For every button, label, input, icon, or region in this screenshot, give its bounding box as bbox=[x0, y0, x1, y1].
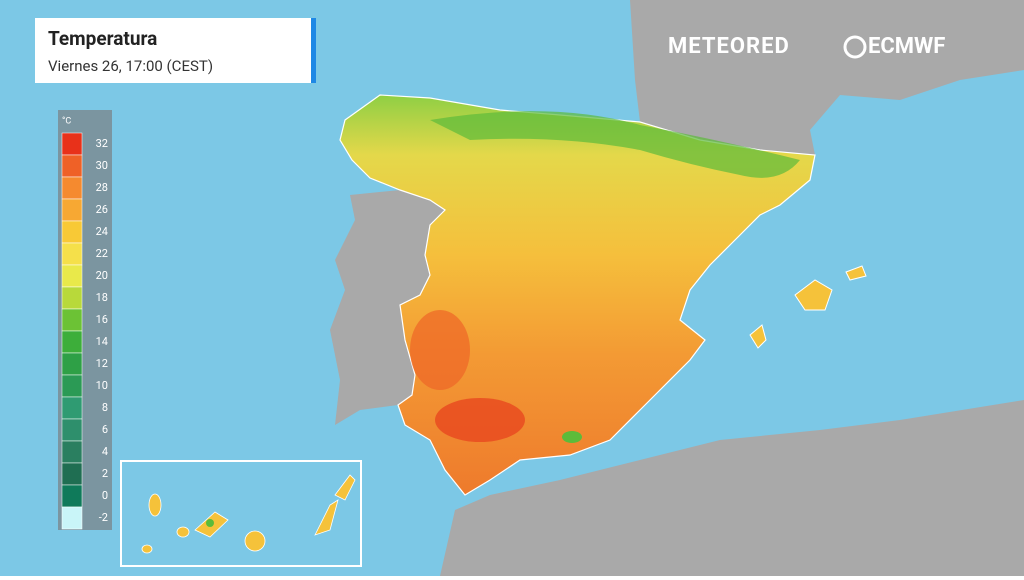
legend-label: 32 bbox=[96, 137, 108, 150]
logo-ecmwf-mark bbox=[843, 35, 867, 59]
legend-swatch bbox=[61, 264, 83, 288]
legend-swatch bbox=[61, 154, 83, 178]
portugal bbox=[330, 190, 445, 425]
legend-label: 8 bbox=[102, 401, 108, 414]
legend-swatch bbox=[61, 506, 83, 530]
legend-swatch bbox=[61, 308, 83, 332]
legend-label: 28 bbox=[96, 181, 108, 194]
legend-label: 22 bbox=[96, 247, 108, 260]
legend-swatch bbox=[61, 418, 83, 442]
legend-label: 6 bbox=[102, 423, 108, 436]
legend-label: -2 bbox=[99, 511, 108, 524]
legend-label: 26 bbox=[96, 203, 108, 216]
spain bbox=[339, 94, 816, 496]
legend-label: 4 bbox=[102, 445, 108, 458]
mallorca bbox=[794, 279, 833, 311]
legend-swatch bbox=[61, 374, 83, 398]
legend-swatch bbox=[61, 396, 83, 420]
title-box bbox=[35, 18, 315, 83]
legend-swatch bbox=[61, 242, 83, 266]
legend-swatch bbox=[61, 330, 83, 354]
legend-swatch bbox=[61, 286, 83, 310]
title-accent bbox=[311, 18, 316, 83]
legend-label: 14 bbox=[96, 335, 108, 348]
france bbox=[630, 0, 1024, 155]
logo-ecmwf: ECMWF bbox=[868, 34, 945, 59]
legend-label: 24 bbox=[96, 225, 108, 238]
title: Temperatura bbox=[48, 27, 157, 50]
legend-label: 2 bbox=[102, 467, 108, 480]
legend-swatch bbox=[61, 352, 83, 376]
teide bbox=[206, 519, 214, 527]
legend-swatch bbox=[61, 220, 83, 244]
cool-spot bbox=[562, 431, 582, 443]
canary-inset bbox=[120, 460, 362, 567]
legend-swatch bbox=[61, 462, 83, 486]
legend-label: 16 bbox=[96, 313, 108, 326]
legend-label: 0 bbox=[102, 489, 108, 502]
legend-swatch bbox=[61, 132, 83, 156]
legend-swatch bbox=[61, 198, 83, 222]
hot-area bbox=[435, 398, 525, 442]
legend-unit: °C bbox=[62, 116, 71, 126]
ibiza bbox=[749, 324, 767, 349]
subtitle: Viernes 26, 17:00 (CEST) bbox=[48, 57, 213, 75]
africa bbox=[440, 400, 1024, 576]
legend-swatch bbox=[61, 484, 83, 508]
menorca bbox=[845, 265, 867, 281]
legend-label: 12 bbox=[96, 357, 108, 370]
legend-swatch bbox=[61, 440, 83, 464]
legend-swatch bbox=[61, 176, 83, 200]
logo-meteored: METEORED bbox=[668, 34, 790, 59]
legend-label: 20 bbox=[96, 269, 108, 282]
north-coast-green bbox=[430, 111, 800, 178]
legend-label: 10 bbox=[96, 379, 108, 392]
hot-area bbox=[410, 310, 470, 390]
legend-label: 18 bbox=[96, 291, 108, 304]
legend-label: 30 bbox=[96, 159, 108, 172]
